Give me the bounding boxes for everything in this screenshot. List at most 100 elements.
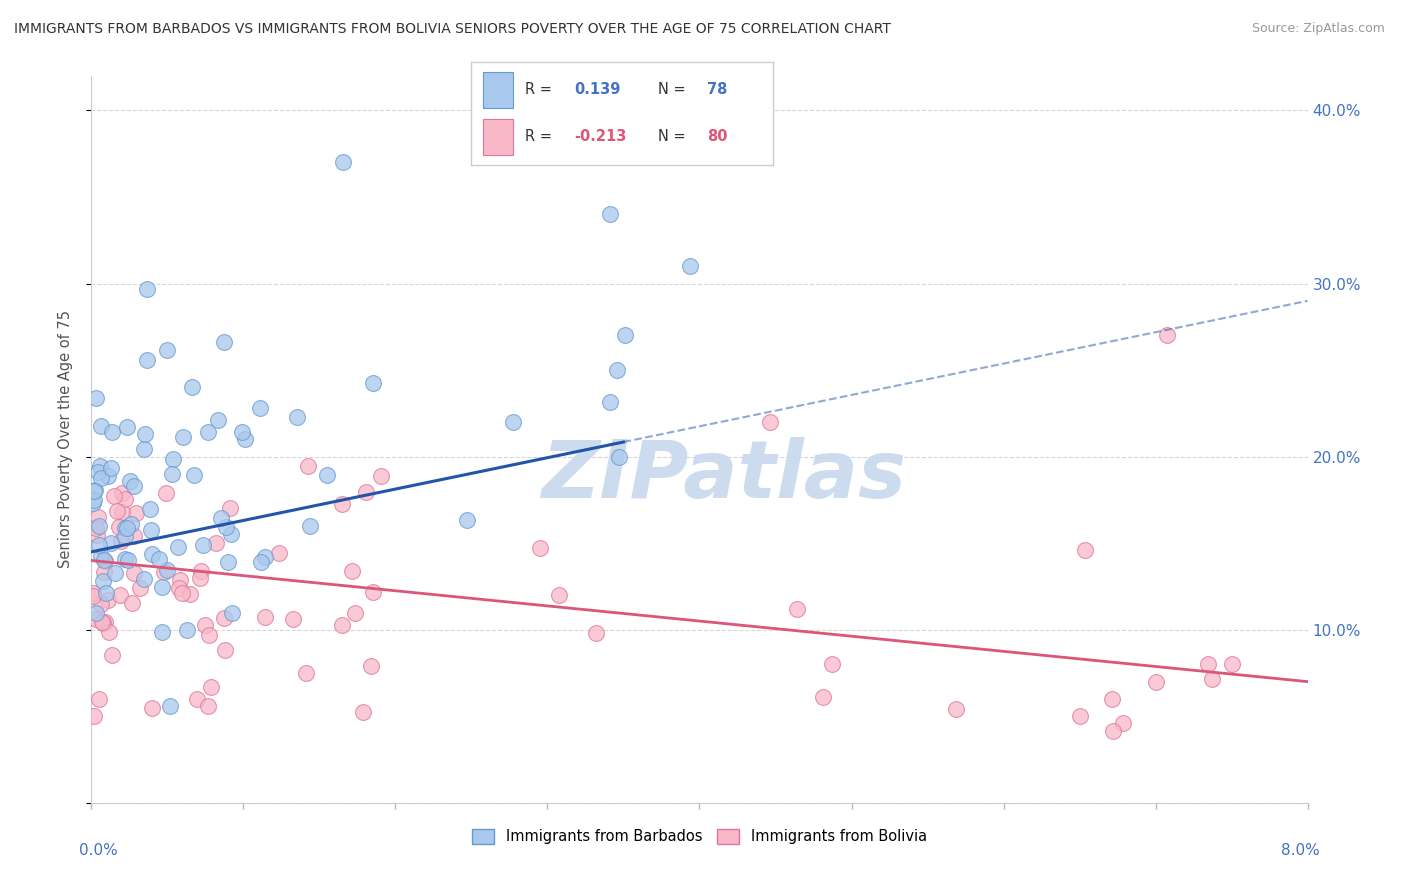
Point [1197,657,1219,672]
Legend: Immigrants from Barbados, Immigrants from Bolivia: Immigrants from Barbados, Immigrants fro… [467,823,932,850]
Point [82,589,104,603]
Point [502,415,524,429]
Point [90,419,112,434]
Point [281,612,304,626]
Point [198,628,221,642]
Text: 0.139: 0.139 [574,82,620,97]
Point [1220,657,1243,672]
Text: R =: R = [526,129,557,145]
Point [200,680,222,694]
Point [233,432,256,446]
Point [141,700,163,714]
Point [190,564,212,578]
Point [135,282,157,296]
Point [297,458,319,473]
Point [134,442,156,457]
Point [548,588,571,602]
Point [167,581,190,595]
Point [91,615,114,630]
Point [90,598,112,612]
Point [1074,543,1097,558]
Text: 8.0%: 8.0% [1281,843,1320,858]
Point [152,565,174,579]
Point [105,503,128,517]
Point [176,623,198,637]
Point [82,496,104,510]
Point [110,533,132,548]
Point [118,474,141,488]
Point [101,648,124,663]
Point [89,538,111,552]
Point [253,549,276,564]
Point [98,624,121,639]
Point [129,581,152,595]
Point [94,586,117,600]
Point [122,479,145,493]
Point [330,618,353,632]
Point [269,546,291,560]
Point [135,352,157,367]
Point [759,415,782,429]
Point [1101,692,1123,706]
Text: N =: N = [658,129,690,145]
Text: Source: ZipAtlas.com: Source: ZipAtlas.com [1251,22,1385,36]
Point [209,511,232,525]
Point [332,155,354,169]
Point [599,207,621,221]
Point [94,554,117,568]
Point [111,505,134,519]
Point [148,552,170,566]
Point [786,602,808,616]
Point [197,699,219,714]
Point [254,609,277,624]
Point [352,705,374,719]
Point [1201,672,1223,686]
Point [361,376,384,391]
Point [103,489,125,503]
Point [172,430,194,444]
Point [89,458,111,473]
Point [121,596,143,610]
Text: 0.0%: 0.0% [79,843,118,858]
Point [83,492,105,507]
Point [125,507,148,521]
Point [114,521,136,535]
Text: N =: N = [658,82,690,97]
Point [162,452,184,467]
Point [139,523,162,537]
Bar [484,119,513,155]
Point [97,469,120,483]
Point [115,420,138,434]
Point [155,486,177,500]
Point [215,520,238,534]
Point [114,492,136,507]
Point [90,615,112,629]
Point [100,461,122,475]
Point [190,571,212,585]
Point [217,555,239,569]
Point [219,527,242,541]
Text: 80: 80 [707,129,727,145]
Point [585,625,607,640]
Point [529,541,551,555]
Point [84,483,107,497]
Point [205,535,228,549]
Point [606,363,628,377]
Point [249,401,271,415]
Text: ZIPatlas: ZIPatlas [541,437,907,515]
Point [361,584,384,599]
Point [94,615,117,629]
Point [150,624,173,639]
Point [945,702,967,716]
Point [212,335,235,350]
Text: IMMIGRANTS FROM BARBADOS VS IMMIGRANTS FROM BOLIVIA SENIORS POVERTY OVER THE AGE: IMMIGRANTS FROM BARBADOS VS IMMIGRANTS F… [14,22,891,37]
Point [186,691,208,706]
Point [354,484,377,499]
Point [360,659,382,673]
Point [607,450,630,464]
Point [84,611,107,625]
Point [122,566,145,581]
Point [100,425,122,439]
Text: R =: R = [526,82,557,97]
Point [90,471,112,485]
